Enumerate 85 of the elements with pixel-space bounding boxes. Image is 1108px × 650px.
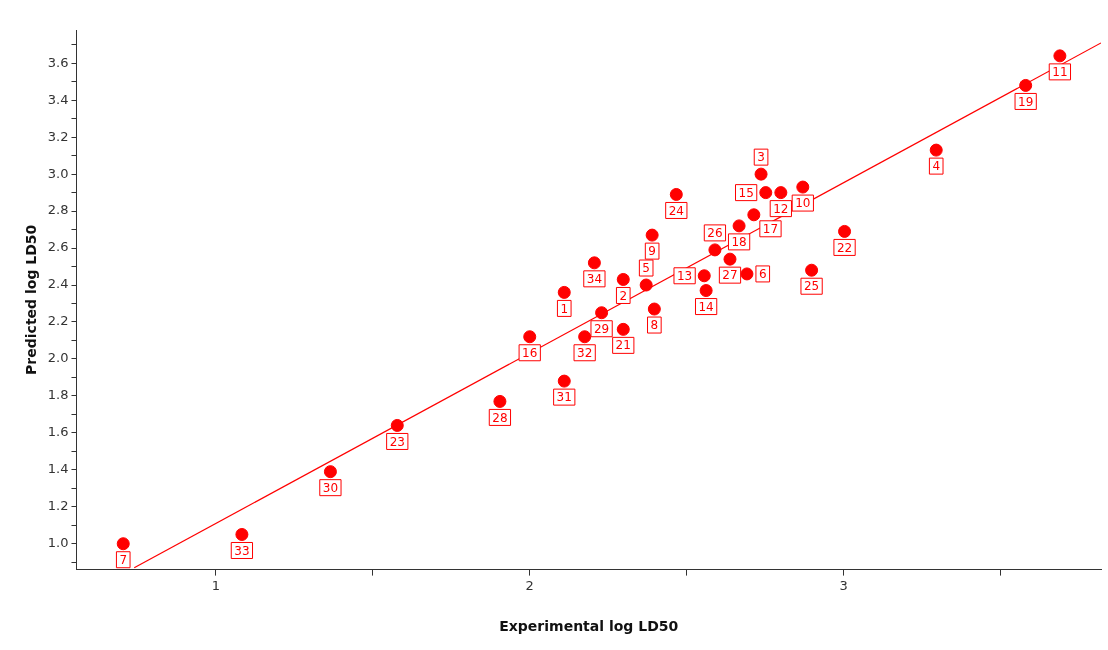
point [699, 284, 713, 298]
point [838, 224, 852, 238]
y-tick-label: 1.0 [47, 535, 69, 551]
y-tick-label: 2.4 [47, 276, 69, 292]
y-tick-label: 3.4 [47, 91, 69, 107]
annotation: 32 [577, 345, 593, 360]
y-tick-label: 1.2 [47, 498, 69, 514]
y-axis-title: Predicted log LD50 [23, 224, 40, 375]
annotation: 15 [738, 185, 754, 200]
x-tick-label: 1 [211, 577, 220, 593]
x-tick-label: 2 [525, 577, 534, 593]
y-tick-label: 2.6 [47, 239, 69, 255]
point [557, 374, 571, 388]
annotation: 6 [758, 267, 767, 282]
annotation: 24 [668, 203, 684, 218]
point [697, 269, 711, 283]
point [1053, 49, 1067, 63]
point [235, 527, 249, 541]
point [645, 228, 659, 242]
point [578, 330, 592, 344]
annotation: 7 [119, 552, 128, 567]
annotation: 30 [322, 480, 339, 495]
point [616, 322, 630, 336]
annotation: 3 [757, 150, 765, 165]
annotation: 17 [762, 221, 779, 236]
point [796, 180, 810, 194]
y-tick-label: 2.8 [47, 202, 69, 218]
annotation: 18 [731, 235, 747, 250]
y-tick-label: 2.2 [47, 313, 69, 329]
annotation: 9 [648, 244, 656, 259]
annotation: 11 [1052, 65, 1068, 79]
annotation: 19 [1018, 94, 1034, 109]
point [805, 263, 819, 277]
annotation: 10 [795, 196, 811, 211]
annotation: 26 [707, 226, 723, 241]
y-tick-label: 3.6 [47, 54, 69, 70]
annotation: 33 [234, 543, 250, 558]
point [929, 143, 943, 157]
point [754, 167, 768, 181]
point [723, 252, 737, 266]
y-tick-label: 1.8 [47, 387, 69, 403]
annotation: 1 [560, 301, 569, 316]
annotation: 2 [619, 288, 628, 303]
point [774, 186, 788, 200]
annotation: 25 [803, 279, 820, 294]
point [759, 186, 773, 200]
annotation: 34 [586, 271, 603, 286]
point [669, 187, 683, 201]
y-tick-label: 1.6 [47, 424, 69, 440]
annotation: 21 [615, 338, 631, 353]
annotation: 8 [650, 318, 659, 333]
point [390, 418, 404, 432]
x-axis-title: Experimental log LD50 [499, 618, 679, 635]
point [323, 465, 337, 479]
point [647, 302, 661, 316]
point [639, 278, 653, 292]
annotation: 27 [722, 268, 738, 283]
annotation: 22 [836, 240, 853, 255]
x-tick-label: 3 [839, 577, 848, 593]
annotation: 5 [642, 261, 650, 276]
annotation: 28 [492, 410, 508, 425]
point [740, 267, 754, 281]
annotation: 23 [389, 434, 405, 449]
annotation: 4 [932, 159, 941, 174]
point [523, 330, 537, 344]
point [557, 285, 571, 299]
point [708, 243, 722, 257]
annotation: 16 [522, 345, 538, 360]
annotation: 12 [773, 201, 789, 216]
annotation: 31 [556, 390, 572, 405]
y-tick-label: 1.4 [47, 461, 69, 477]
point [587, 256, 601, 270]
annotation: 13 [676, 268, 693, 283]
point [1019, 78, 1033, 92]
annotation: 14 [698, 299, 714, 314]
y-tick-label: 3.2 [47, 128, 69, 144]
annotation: 29 [593, 321, 610, 336]
y-tick-label: 2.0 [47, 350, 69, 366]
point [732, 219, 746, 233]
point [747, 208, 761, 222]
y-tick-label: 3.0 [47, 165, 69, 181]
point [116, 537, 130, 551]
point [595, 306, 609, 320]
point [616, 272, 630, 286]
point [493, 394, 507, 408]
